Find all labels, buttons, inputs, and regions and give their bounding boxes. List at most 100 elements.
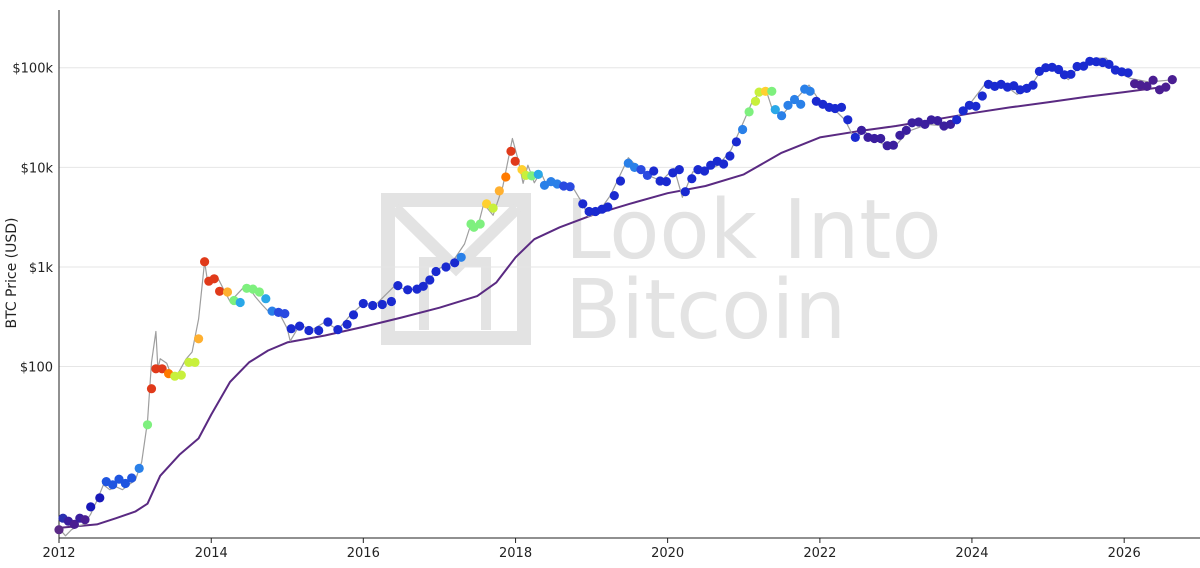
price-point bbox=[86, 502, 96, 512]
price-point bbox=[615, 176, 626, 186]
price-point bbox=[261, 294, 271, 304]
price-point bbox=[649, 166, 659, 176]
price-point bbox=[789, 94, 800, 105]
price-point bbox=[895, 130, 905, 140]
price-point bbox=[958, 106, 968, 116]
y-tick-label: $10k bbox=[21, 161, 54, 176]
price-point bbox=[80, 515, 90, 525]
price-line bbox=[58, 57, 1169, 537]
price-point bbox=[674, 165, 684, 175]
x-tick-label: 2024 bbox=[955, 546, 988, 561]
price-point bbox=[731, 137, 742, 147]
price-point bbox=[687, 174, 697, 184]
price-point bbox=[920, 119, 930, 129]
price-point bbox=[1148, 75, 1158, 85]
price-point bbox=[314, 325, 324, 336]
price-point bbox=[501, 172, 511, 182]
y-tick-label: $1k bbox=[29, 261, 54, 276]
price-point bbox=[295, 321, 305, 331]
price-point bbox=[1142, 81, 1152, 91]
price-point bbox=[796, 99, 806, 109]
price-point bbox=[971, 101, 981, 111]
price-point bbox=[636, 165, 646, 175]
price-point bbox=[584, 206, 594, 217]
y-axis-title: BTC Price (USD) bbox=[4, 217, 20, 328]
price-point bbox=[456, 252, 466, 262]
price-point bbox=[770, 105, 780, 115]
price-point bbox=[69, 519, 79, 530]
price-point bbox=[157, 364, 167, 374]
x-tick-label: 2022 bbox=[803, 546, 836, 561]
price-point bbox=[888, 140, 899, 150]
price-point bbox=[475, 219, 485, 229]
price-point bbox=[510, 156, 520, 166]
price-point bbox=[323, 317, 333, 327]
price-point bbox=[901, 125, 911, 135]
price-point bbox=[431, 266, 441, 277]
price-point bbox=[235, 297, 245, 308]
price-point bbox=[1072, 61, 1082, 72]
price-point bbox=[836, 102, 847, 112]
price-point bbox=[977, 91, 987, 101]
price-point bbox=[933, 116, 943, 126]
price-point bbox=[286, 324, 296, 334]
price-point bbox=[565, 182, 575, 192]
price-point bbox=[494, 186, 504, 196]
price-point bbox=[54, 525, 64, 535]
price-point bbox=[348, 310, 359, 320]
price-point bbox=[215, 286, 225, 296]
watermark-line1: Look Into bbox=[565, 183, 942, 278]
price-point bbox=[805, 86, 815, 96]
x-tick-label: 2018 bbox=[499, 546, 532, 561]
price-point bbox=[222, 287, 233, 297]
price-point bbox=[680, 187, 690, 197]
price-point bbox=[750, 96, 761, 106]
price-point bbox=[738, 124, 748, 135]
price-point bbox=[777, 111, 787, 121]
price-point bbox=[194, 334, 204, 344]
price-point bbox=[176, 370, 186, 380]
price-point bbox=[108, 480, 118, 490]
price-point bbox=[760, 86, 771, 96]
price-point bbox=[952, 115, 962, 125]
y-tick-label: $100 bbox=[20, 361, 53, 376]
price-point bbox=[482, 199, 492, 209]
price-point bbox=[869, 133, 880, 144]
price-point bbox=[1079, 61, 1089, 71]
price-point bbox=[488, 203, 498, 213]
price-point bbox=[506, 146, 516, 156]
price-point bbox=[280, 309, 290, 319]
price-point bbox=[783, 100, 793, 110]
price-point bbox=[850, 132, 860, 142]
price-point bbox=[393, 281, 403, 291]
watermark-line2: Bitcoin bbox=[565, 263, 846, 358]
scatter-points bbox=[54, 56, 1177, 535]
x-tick-label: 2026 bbox=[1108, 546, 1141, 561]
price-point bbox=[358, 298, 368, 309]
price-point bbox=[333, 325, 343, 335]
price-point bbox=[134, 463, 144, 473]
price-point bbox=[1123, 68, 1133, 78]
price-point bbox=[609, 191, 619, 201]
price-point bbox=[200, 257, 210, 267]
price-point bbox=[304, 325, 314, 336]
price-point bbox=[142, 420, 153, 430]
price-point bbox=[1104, 59, 1114, 69]
price-point bbox=[856, 125, 867, 135]
price-point bbox=[425, 275, 435, 285]
price-point bbox=[120, 478, 130, 489]
price-point bbox=[744, 107, 754, 117]
watermark-logo-icon bbox=[381, 193, 531, 345]
price-point bbox=[603, 202, 613, 212]
axes: $100 $1k $10k $100k 2012 2014 2016 2018 2020 2022… bbox=[12, 10, 1200, 561]
price-point bbox=[377, 299, 387, 310]
y-tick-label: $100k bbox=[12, 62, 53, 77]
price-point bbox=[368, 300, 378, 311]
price-point bbox=[876, 133, 886, 144]
price-point bbox=[719, 159, 729, 169]
x-tick-label: 2016 bbox=[347, 546, 380, 561]
price-point bbox=[1054, 64, 1064, 75]
watermark: Look Into Bitcoin bbox=[381, 183, 942, 358]
